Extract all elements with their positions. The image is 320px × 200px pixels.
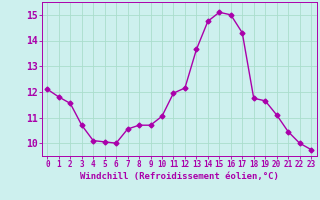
X-axis label: Windchill (Refroidissement éolien,°C): Windchill (Refroidissement éolien,°C)	[80, 172, 279, 181]
